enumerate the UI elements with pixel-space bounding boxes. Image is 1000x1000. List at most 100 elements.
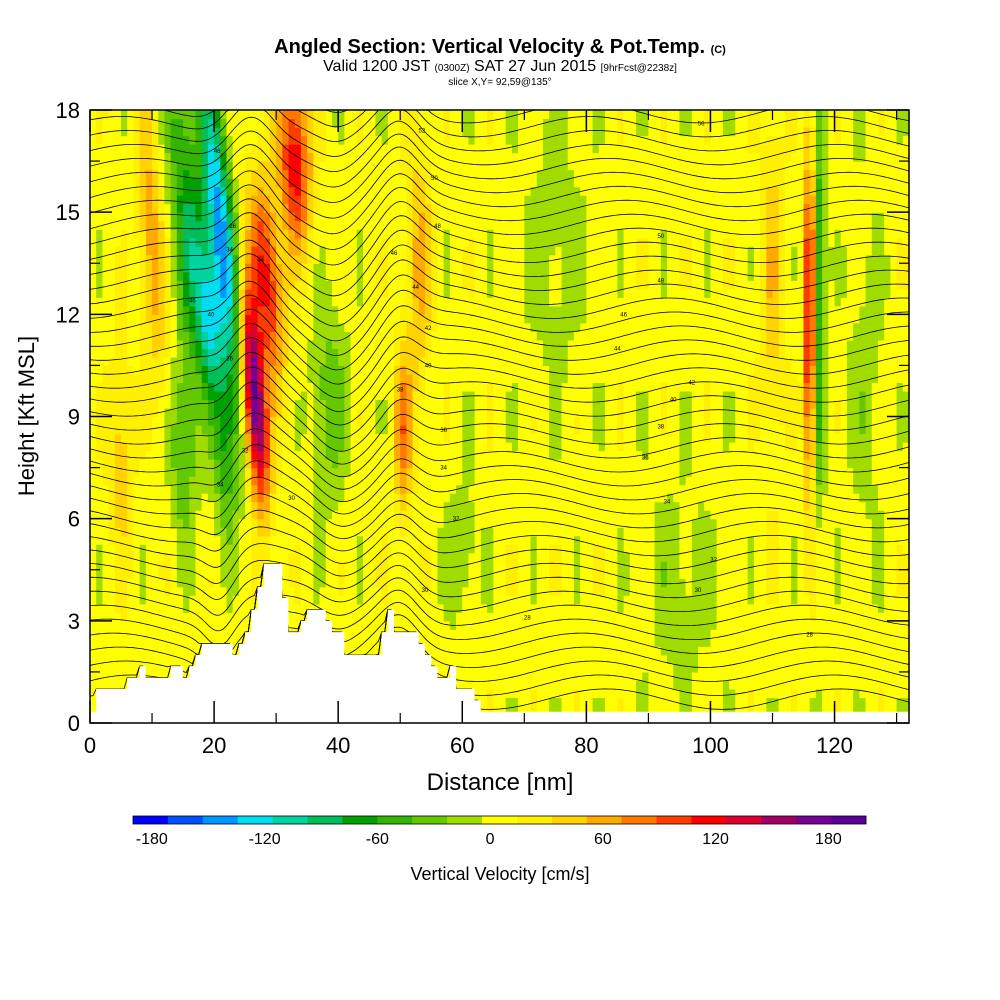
heatmap-cell [300,322,308,332]
heatmap-cell [276,254,283,264]
heatmap-cell [381,280,389,290]
heatmap-cell [114,637,122,647]
heatmap-cell [195,203,203,213]
heatmap-cell [158,569,166,579]
heatmap-cell [449,467,457,477]
heatmap-cell [375,569,383,579]
heatmap-cell [431,322,439,332]
heatmap-cell [121,535,128,545]
heatmap-cell [431,552,439,562]
heatmap-cell [158,220,166,230]
heatmap-cell [344,144,352,154]
heatmap-cell [381,552,389,562]
heatmap-cell [511,663,519,673]
heatmap-cell [226,586,234,596]
heatmap-cell [474,493,482,503]
heatmap-cell [102,646,110,656]
heatmap-cell [344,161,352,171]
heatmap-cell [307,271,314,281]
heatmap-cell [480,220,488,230]
heatmap-cell [183,305,190,315]
heatmap-cell [238,263,246,273]
heatmap-cell [363,390,370,401]
heatmap-cell [437,169,445,179]
heatmap-cell [282,373,290,384]
heatmap-cell [487,305,494,315]
heatmap-cell [369,450,376,460]
heatmap-cell [201,127,209,137]
heatmap-cell [511,152,519,162]
heatmap-cell [468,356,476,367]
heatmap-cell [511,212,519,222]
heatmap-cell [251,314,259,324]
heatmap-cell [127,407,135,418]
heatmap-cell [139,450,147,460]
heatmap-cell [139,314,147,324]
heatmap-cell [90,390,97,401]
heatmap-cell [288,612,296,622]
heatmap-cell [288,220,296,230]
heatmap-cell [102,459,110,469]
heatmap-cell [412,263,420,273]
heatmap-cell [158,237,166,247]
heatmap-cell [133,569,141,579]
heatmap-cell [425,416,432,426]
heatmap-cell [487,186,494,196]
heatmap-cell [226,637,234,647]
heatmap-cell [176,331,184,341]
heatmap-cell [288,373,296,384]
heatmap-cell [232,544,240,554]
heatmap-cell [412,544,420,554]
heatmap-cell [425,493,432,503]
heatmap-cell [220,178,228,188]
heatmap-cell [170,433,178,443]
heatmap-cell [269,373,277,384]
heatmap-cell [220,331,228,341]
heatmap-cell [443,246,451,256]
heatmap-cell [96,433,103,443]
heatmap-cell [214,127,221,137]
heatmap-cell [238,178,246,188]
heatmap-cell [90,578,97,588]
heatmap-cell [183,144,190,154]
heatmap-cell [493,407,501,418]
heatmap-cell [505,612,513,622]
heatmap-cell [251,161,259,171]
heatmap-cell [344,339,352,349]
heatmap-cell [257,467,265,477]
heatmap-cell [282,305,290,315]
heatmap-cell [480,237,488,247]
heatmap-cell [375,365,383,375]
heatmap-cell [356,527,364,537]
heatmap-cell [313,365,321,375]
heatmap-cell [133,339,141,349]
heatmap-cell [164,442,172,452]
heatmap-cell [238,212,246,222]
heatmap-cell [493,442,501,452]
heatmap-cell [511,561,519,571]
heatmap-cell [493,195,501,205]
heatmap-cell [468,178,476,188]
heatmap-cell [344,135,352,145]
heatmap-cell [282,535,290,545]
heatmap-cell [183,646,190,656]
heatmap-cell [127,220,135,230]
heatmap-cell [412,501,420,511]
heatmap-cell [102,620,110,630]
heatmap-cell [176,305,184,315]
heatmap-cell [400,271,408,281]
heatmap-cell [400,365,408,375]
heatmap-cell [207,552,215,562]
heatmap-cell [394,484,401,494]
heatmap-cell [145,280,153,290]
heatmap-cell [356,161,364,171]
heatmap-cell [152,280,159,290]
heatmap-cell [121,586,128,596]
heatmap-cell [381,271,389,281]
heatmap-cell [139,195,147,205]
heatmap-cell [276,552,283,562]
heatmap-cell [474,561,482,571]
heatmap-cell [170,390,178,401]
heatmap-cell [363,339,370,349]
heatmap-cell [145,407,153,418]
